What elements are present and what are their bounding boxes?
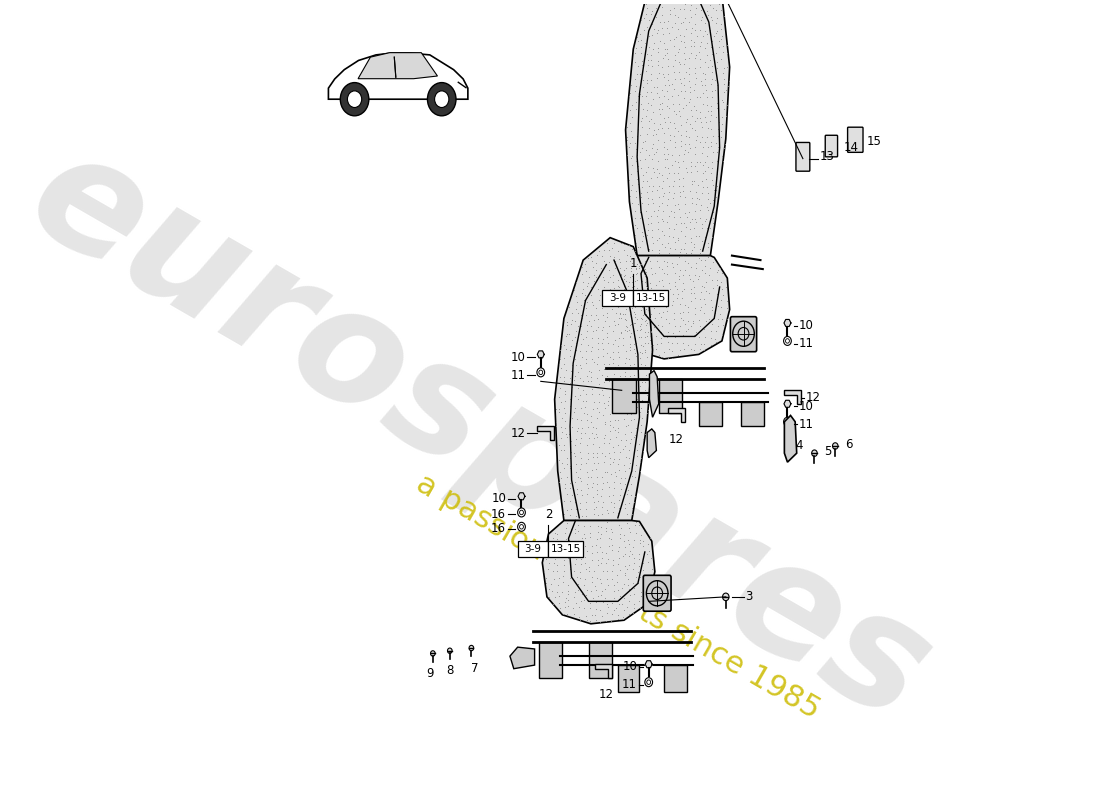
Bar xyxy=(549,541,583,558)
Circle shape xyxy=(785,338,790,343)
Bar xyxy=(603,290,634,306)
Text: 10: 10 xyxy=(623,661,637,674)
Circle shape xyxy=(448,648,452,654)
FancyBboxPatch shape xyxy=(796,142,810,171)
Text: 1: 1 xyxy=(629,257,637,270)
Polygon shape xyxy=(659,378,682,413)
Circle shape xyxy=(783,418,791,426)
Circle shape xyxy=(340,82,368,116)
Polygon shape xyxy=(649,370,659,418)
Polygon shape xyxy=(554,238,652,521)
Text: 12: 12 xyxy=(510,427,526,440)
Text: a passion for parts since 1985: a passion for parts since 1985 xyxy=(411,469,825,725)
Polygon shape xyxy=(646,661,652,668)
Text: 10: 10 xyxy=(492,493,506,506)
Circle shape xyxy=(723,593,729,601)
Polygon shape xyxy=(590,642,613,678)
Polygon shape xyxy=(329,53,468,99)
Circle shape xyxy=(645,678,652,686)
Circle shape xyxy=(434,91,449,107)
FancyBboxPatch shape xyxy=(848,127,864,152)
Polygon shape xyxy=(595,664,612,678)
Polygon shape xyxy=(784,400,791,407)
Polygon shape xyxy=(359,53,438,78)
Text: 3: 3 xyxy=(745,590,752,603)
Polygon shape xyxy=(510,647,535,669)
Circle shape xyxy=(518,508,526,517)
Text: 7: 7 xyxy=(471,662,478,674)
Text: 9: 9 xyxy=(426,667,433,680)
Polygon shape xyxy=(614,256,729,359)
Text: 16: 16 xyxy=(491,522,506,535)
Text: 13: 13 xyxy=(820,150,835,163)
Polygon shape xyxy=(783,390,801,404)
Circle shape xyxy=(812,450,817,457)
Text: 5: 5 xyxy=(825,445,832,458)
Text: 13-15: 13-15 xyxy=(551,544,581,554)
FancyBboxPatch shape xyxy=(730,317,757,352)
Text: 10: 10 xyxy=(799,319,814,332)
Polygon shape xyxy=(741,402,764,426)
FancyBboxPatch shape xyxy=(644,575,671,611)
Circle shape xyxy=(539,370,542,374)
Polygon shape xyxy=(542,521,654,624)
Text: 4: 4 xyxy=(795,439,803,453)
Polygon shape xyxy=(618,665,639,692)
Text: 10: 10 xyxy=(799,400,814,413)
Circle shape xyxy=(428,82,456,116)
Circle shape xyxy=(647,680,650,685)
Polygon shape xyxy=(537,426,554,440)
Polygon shape xyxy=(664,665,688,692)
Polygon shape xyxy=(784,319,791,326)
Polygon shape xyxy=(518,493,525,500)
Circle shape xyxy=(348,91,362,107)
Text: 10: 10 xyxy=(510,350,526,363)
Text: 11: 11 xyxy=(510,369,526,382)
Text: 2: 2 xyxy=(544,509,552,522)
Bar xyxy=(634,290,668,306)
Text: eurospares: eurospares xyxy=(3,115,955,755)
Circle shape xyxy=(469,646,474,650)
Text: 3-9: 3-9 xyxy=(525,544,541,554)
Circle shape xyxy=(519,525,524,529)
Circle shape xyxy=(833,442,838,450)
Polygon shape xyxy=(613,378,636,413)
Circle shape xyxy=(783,337,791,346)
FancyBboxPatch shape xyxy=(825,135,837,157)
Circle shape xyxy=(785,419,790,424)
Polygon shape xyxy=(626,0,729,256)
Text: 11: 11 xyxy=(799,418,814,431)
Text: 12: 12 xyxy=(598,689,614,702)
Polygon shape xyxy=(784,415,796,462)
Text: 12: 12 xyxy=(805,391,821,404)
Text: 15: 15 xyxy=(867,135,882,148)
Circle shape xyxy=(430,650,436,656)
Text: 11: 11 xyxy=(623,678,637,691)
Circle shape xyxy=(518,522,526,531)
Text: 14: 14 xyxy=(844,142,859,154)
Polygon shape xyxy=(647,429,657,458)
Bar xyxy=(518,541,549,558)
Circle shape xyxy=(537,368,544,377)
Text: 3-9: 3-9 xyxy=(609,293,626,303)
Text: 13-15: 13-15 xyxy=(636,293,666,303)
Polygon shape xyxy=(668,408,685,422)
Polygon shape xyxy=(537,351,544,358)
Polygon shape xyxy=(539,642,562,678)
Polygon shape xyxy=(698,402,722,426)
Text: 8: 8 xyxy=(447,664,453,678)
Text: 11: 11 xyxy=(799,337,814,350)
Text: 6: 6 xyxy=(845,438,853,450)
Text: 16: 16 xyxy=(491,508,506,521)
Circle shape xyxy=(519,510,524,514)
Text: 12: 12 xyxy=(668,434,683,446)
